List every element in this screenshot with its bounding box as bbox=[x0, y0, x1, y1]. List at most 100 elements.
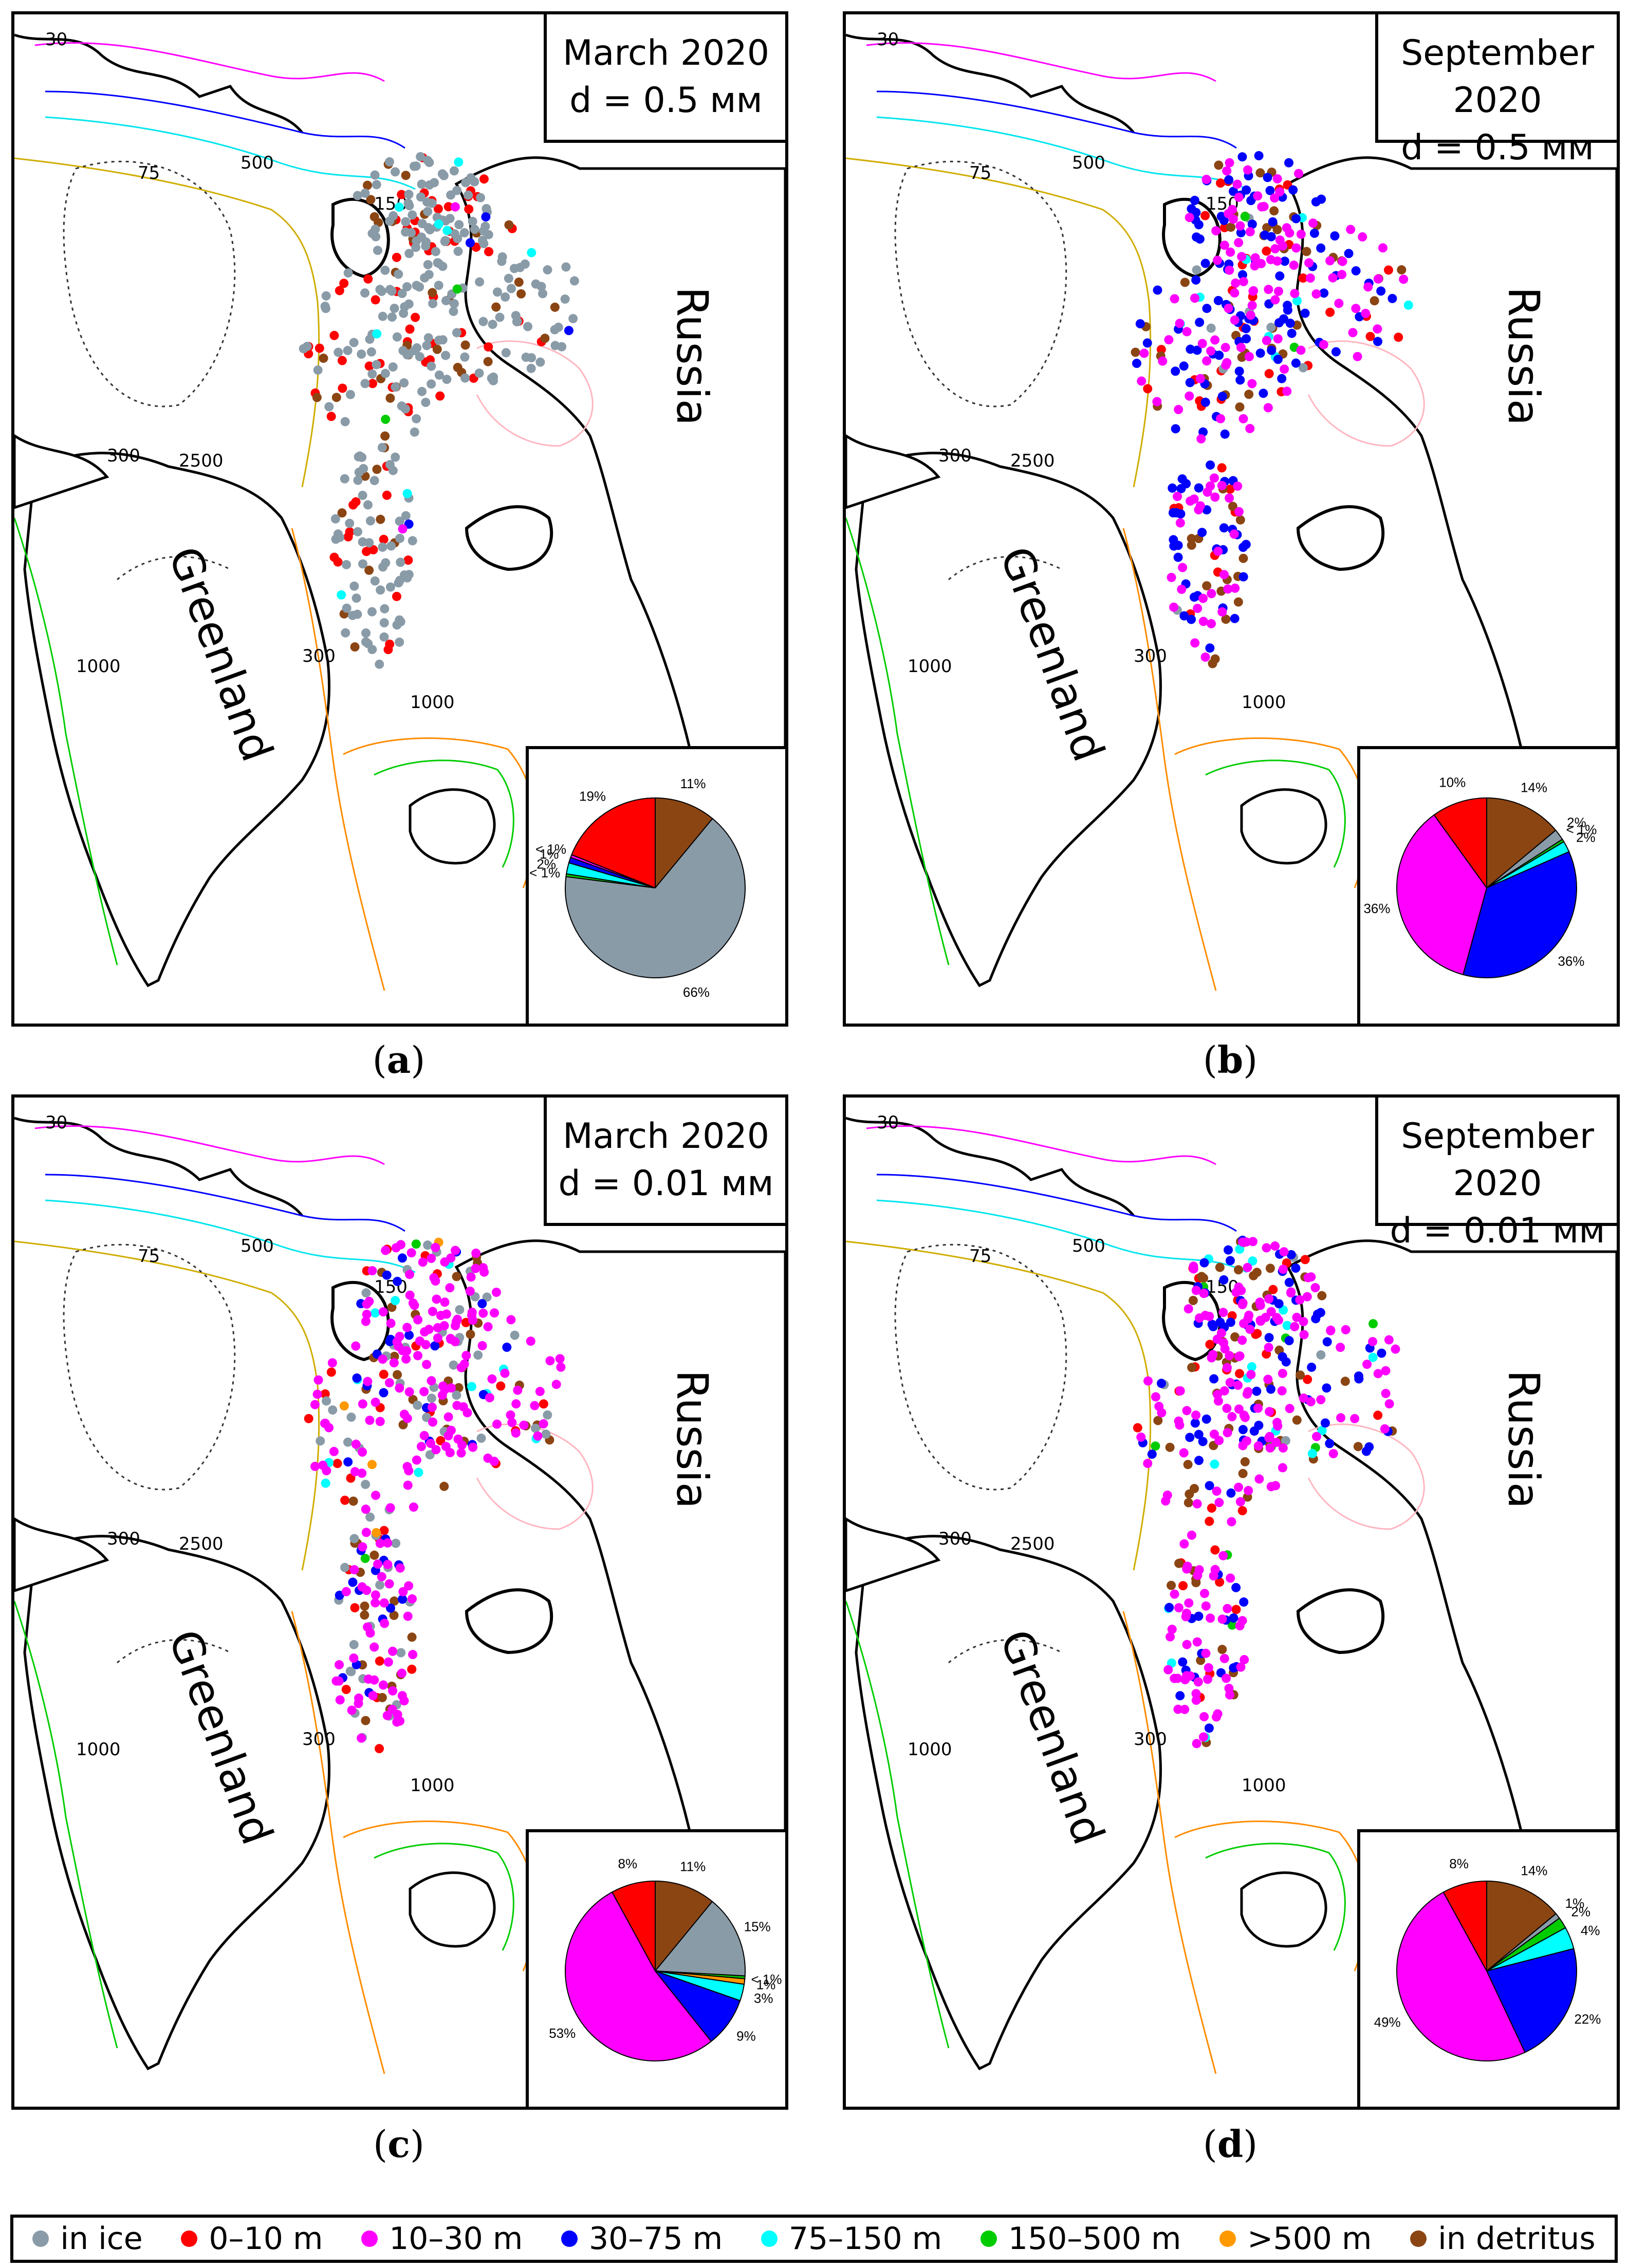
particle-dot bbox=[1153, 1416, 1163, 1425]
particle-dot bbox=[1363, 282, 1373, 292]
particle-dot bbox=[365, 516, 375, 526]
particle-dot bbox=[338, 383, 347, 393]
particle-dot bbox=[1154, 1402, 1164, 1411]
particle-dot bbox=[408, 1650, 418, 1660]
particle-dot bbox=[1221, 615, 1231, 624]
isobath-label: 300 bbox=[107, 1529, 140, 1549]
isobath-line bbox=[45, 1174, 405, 1232]
particle-dot bbox=[484, 342, 493, 352]
particle-dot bbox=[1207, 589, 1216, 599]
particle-dot bbox=[353, 191, 362, 200]
particle-dot bbox=[1265, 185, 1275, 195]
particle-dot bbox=[1252, 1386, 1262, 1396]
particle-dot bbox=[402, 489, 412, 498]
particle-dot bbox=[362, 180, 372, 190]
particle-dot bbox=[396, 1648, 406, 1658]
particle-dot bbox=[1235, 1351, 1245, 1361]
pie-label: 66% bbox=[683, 984, 710, 1000]
particle-dot bbox=[1289, 261, 1299, 270]
particle-dot bbox=[361, 1504, 371, 1514]
panel-subtitle: d = 0.01 мм bbox=[1390, 1211, 1605, 1251]
particle-dot bbox=[393, 1276, 402, 1286]
particle-dot bbox=[1225, 265, 1234, 275]
particle-dot bbox=[484, 230, 493, 239]
particle-dot bbox=[1200, 1311, 1210, 1321]
particle-dot bbox=[378, 311, 387, 321]
russia-label: Russia bbox=[1498, 287, 1549, 425]
particle-dot bbox=[1261, 1312, 1270, 1322]
basin-contour bbox=[117, 555, 231, 581]
particle-dot bbox=[404, 1581, 414, 1591]
particle-dot bbox=[412, 281, 421, 290]
particle-dot bbox=[1263, 1374, 1273, 1384]
isobath-line bbox=[374, 1843, 514, 1951]
particle-dot bbox=[423, 223, 433, 233]
particle-dot bbox=[1187, 615, 1196, 624]
particle-dot bbox=[1268, 217, 1278, 227]
particle-dot bbox=[1296, 345, 1306, 355]
particle-dot bbox=[1285, 1404, 1294, 1414]
particle-dot bbox=[1275, 271, 1285, 281]
particle-dot bbox=[1403, 300, 1413, 310]
particle-dot bbox=[1266, 1307, 1276, 1316]
particle-dot bbox=[1229, 1613, 1238, 1623]
particle-dot bbox=[1236, 228, 1246, 237]
particle-dot bbox=[1290, 1322, 1300, 1331]
particle-dot bbox=[557, 342, 567, 351]
particle-dot bbox=[1167, 1581, 1176, 1590]
legend-label: 150–500 m bbox=[1008, 2221, 1181, 2257]
particle-dot bbox=[1216, 414, 1226, 423]
panel-title: September 2020 bbox=[1401, 1116, 1594, 1204]
legend-item-0-10: 0–10 m bbox=[181, 2221, 323, 2257]
particle-dot bbox=[564, 326, 574, 336]
particle-dot bbox=[1272, 225, 1282, 234]
particle-dot bbox=[475, 277, 485, 287]
archipelago-coast bbox=[846, 33, 1135, 134]
particle-dot bbox=[504, 220, 514, 230]
particle-dot bbox=[402, 1323, 412, 1332]
legend-label: >500 m bbox=[1247, 2221, 1372, 2257]
particle-dot bbox=[1169, 541, 1179, 551]
particle-dot bbox=[1278, 1352, 1287, 1362]
particle-dot bbox=[1151, 1392, 1160, 1402]
particle-dot bbox=[422, 341, 432, 350]
particle-dot bbox=[460, 352, 470, 362]
particle-dot bbox=[1317, 1426, 1327, 1436]
particle-dot bbox=[1199, 1712, 1209, 1722]
particle-dot bbox=[1170, 1589, 1179, 1599]
particle-dot bbox=[1238, 1441, 1248, 1451]
particle-dot bbox=[1191, 1410, 1201, 1420]
isobath-label: 75 bbox=[138, 163, 160, 183]
particle-dot bbox=[1132, 359, 1142, 368]
particle-dot bbox=[391, 167, 400, 177]
particle-dot bbox=[381, 415, 391, 424]
particle-dot bbox=[433, 1333, 442, 1343]
particle-dot bbox=[1328, 273, 1338, 283]
particle-dot bbox=[416, 152, 425, 161]
particle-dot bbox=[1137, 376, 1146, 386]
particle-dot bbox=[319, 354, 328, 363]
particle-dot bbox=[1226, 1488, 1236, 1498]
particle-dot bbox=[1143, 384, 1153, 394]
particle-dot bbox=[1219, 1275, 1229, 1285]
particle-dot bbox=[1262, 223, 1272, 233]
particle-dot bbox=[1344, 249, 1354, 258]
pie-slice bbox=[565, 817, 746, 978]
particle-dot bbox=[1368, 1337, 1378, 1347]
particle-dot bbox=[326, 412, 336, 421]
pie-label: < 1% bbox=[535, 841, 566, 857]
particle-dot bbox=[1364, 1442, 1374, 1452]
particle-dot bbox=[1306, 1397, 1316, 1407]
particle-dot bbox=[427, 1254, 436, 1263]
particle-dot bbox=[511, 1399, 521, 1409]
particle-dot bbox=[1192, 1499, 1202, 1509]
particle-dot bbox=[1190, 196, 1199, 206]
particle-dot bbox=[379, 618, 389, 628]
particle-dot bbox=[1236, 343, 1246, 352]
particle-dot bbox=[390, 1596, 399, 1606]
particle-dot bbox=[1234, 507, 1244, 516]
particle-dot bbox=[371, 1491, 381, 1500]
particle-dot bbox=[468, 1315, 477, 1325]
